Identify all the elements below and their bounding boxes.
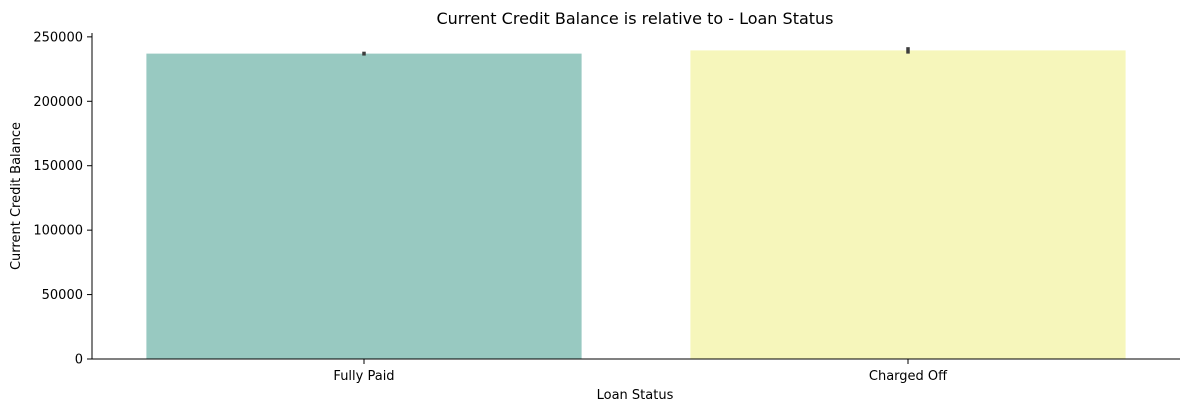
chart-title: Current Credit Balance is relative to - … [436,9,833,28]
y-tick-label: 200000 [33,95,83,110]
x-axis: Fully Paid Charged Off [92,358,1180,384]
y-tick-label: 250000 [33,30,83,45]
y-tick-label: 150000 [33,159,83,174]
y-axis-label: Current Credit Balance [9,122,24,270]
x-axis-label: Loan Status [597,388,674,403]
y-axis: 0 50000 100000 150000 200000 250000 [33,30,93,368]
bar-fully-paid [146,53,582,359]
y-tick-label: 0 [75,353,83,368]
y-tick-label: 50000 [42,288,83,303]
y-tick-label: 100000 [33,224,83,239]
plot-area [146,47,1126,359]
x-tick-label: Charged Off [869,369,948,384]
x-tick-label: Fully Paid [333,369,394,384]
bar-charged-off [690,50,1126,359]
